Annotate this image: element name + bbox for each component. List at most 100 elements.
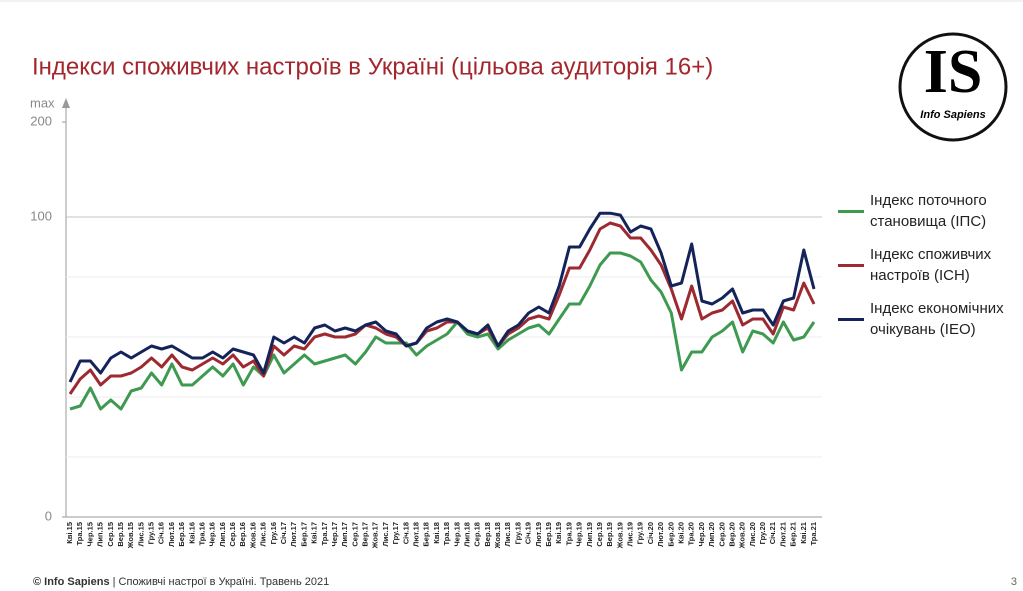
x-tick-label: Гру.16 — [269, 522, 278, 544]
x-tick-label: Сер.19 — [595, 522, 604, 547]
x-tick-label: Лют.19 — [534, 522, 543, 547]
x-tick-label: Кві.19 — [554, 522, 563, 544]
x-tick-label: Бер.21 — [789, 522, 798, 547]
x-tick-label: Лип.20 — [707, 522, 716, 547]
x-tick-label: Жов.19 — [615, 522, 624, 549]
x-tick-label: Лют.17 — [289, 522, 298, 547]
y-tick-label: 200 — [30, 113, 52, 128]
footer-text: Споживчі настрої в Україні. Травень 2021 — [118, 576, 330, 588]
x-tick-label: Жов.20 — [738, 522, 747, 549]
x-tick-label: Чер.15 — [85, 522, 94, 546]
footer-separator: | — [112, 576, 116, 588]
legend-swatch — [838, 263, 864, 267]
x-tick-label: Сер.18 — [473, 522, 482, 547]
logo-mark: IS — [924, 38, 983, 106]
x-tick-label: Січ.16 — [157, 522, 166, 544]
x-tick-label: Лис.19 — [626, 522, 635, 546]
x-tick-label: Вер.16 — [238, 522, 247, 547]
x-tick-label: Тра.21 — [809, 522, 818, 545]
x-tick-label: Тра.15 — [75, 522, 84, 545]
x-tick-label: Лис.16 — [259, 522, 268, 546]
x-tick-label: Сер.15 — [106, 522, 115, 547]
x-tick-label: Лис.17 — [381, 522, 390, 546]
x-tick-label: Сер.17 — [350, 522, 359, 547]
legend-entry: Індекс споживчих настроїв (ІСН) — [838, 244, 1005, 286]
legend-swatch — [838, 209, 864, 213]
x-tick-label: Лип.15 — [96, 522, 105, 547]
footer-brand: © Info Sapiens — [33, 576, 110, 588]
x-tick-label: Лип.19 — [585, 522, 594, 547]
axis-arrow — [62, 98, 70, 108]
x-tick-label: Гру.18 — [513, 522, 522, 544]
x-tick-label: Чер.16 — [208, 522, 217, 546]
x-tick-label: Гру.19 — [636, 522, 645, 544]
x-tick-label: Чер.18 — [452, 522, 461, 546]
x-tick-label: Сер.16 — [228, 522, 237, 547]
x-tick-label: Вер.20 — [727, 522, 736, 547]
x-tick-label: Вер.15 — [116, 522, 125, 547]
x-tick-label: Кві.18 — [432, 522, 441, 544]
x-tick-label: Кві.21 — [799, 522, 808, 544]
legend-entry: Індекс поточного становища (ІПС) — [838, 190, 1005, 232]
x-tick-label: Бер.18 — [422, 522, 431, 547]
legend-entry: Індекс економічних очікувань (ІЕО) — [838, 298, 1005, 340]
x-tick-label: Тра.17 — [320, 522, 329, 545]
x-tick-label: Гру.20 — [758, 522, 767, 544]
x-tick-label: Вер.19 — [605, 522, 614, 547]
x-tick-label: Кві.17 — [310, 522, 319, 544]
x-tick-label: Лют.16 — [167, 522, 176, 547]
x-tick-label: Вер.17 — [361, 522, 370, 547]
x-tick-label: Чер.19 — [575, 522, 584, 546]
x-tick-label: Кві.15 — [65, 522, 74, 544]
x-tick-label: Лип.18 — [462, 522, 471, 547]
x-tick-label: Вер.18 — [483, 522, 492, 547]
x-tick-label: Січ.21 — [768, 522, 777, 544]
x-tick-label: Жов.15 — [126, 522, 135, 549]
legend: Індекс поточного становища (ІПС) Індекс с… — [838, 190, 1005, 340]
x-tick-label: Січ.19 — [524, 522, 533, 544]
page-number: 3 — [1010, 576, 1017, 588]
x-tick-label: Тра.16 — [197, 522, 206, 545]
x-tick-label: Тра.20 — [687, 522, 696, 545]
x-tick-label: Бер.19 — [544, 522, 553, 547]
series-line — [68, 211, 816, 383]
footer: © Info Sapiens | Споживчі настрої в Укра… — [33, 576, 329, 588]
y-tick-label: 100 — [30, 208, 52, 223]
x-tick-label: Чер.17 — [330, 522, 339, 546]
x-tick-label: Сер.20 — [717, 522, 726, 547]
x-tick-label: Жов.18 — [493, 522, 502, 549]
legend-label: Індекс споживчих настроїв (ІСН) — [870, 246, 992, 284]
logo-name: Info Sapiens — [920, 109, 985, 121]
x-tick-label: Лис.15 — [136, 522, 145, 546]
chart-title: Індекси споживчих настроїв в Україні (ці… — [32, 53, 713, 80]
x-tick-label: Тра.19 — [564, 522, 573, 545]
x-tick-label: Січ.18 — [401, 522, 410, 544]
x-tick-label: Лис.20 — [748, 522, 757, 546]
x-tick-label: Жов.17 — [371, 522, 380, 549]
x-tick-label: Тра.18 — [442, 522, 451, 545]
x-tick-label: Гру.17 — [391, 522, 400, 544]
legend-label: Індекс поточного становища (ІПС) — [870, 192, 987, 230]
x-tick-label: Бер.16 — [177, 522, 186, 547]
logo-ring — [898, 32, 1008, 142]
x-tick-label: Січ.20 — [646, 522, 655, 544]
x-tick-label: Лют.21 — [778, 522, 787, 547]
x-tick-label: Бер.17 — [299, 522, 308, 547]
y-tick-label: 0 — [45, 508, 52, 523]
x-tick-label: Лип.16 — [218, 522, 227, 547]
x-tick-label: Кві.16 — [187, 522, 196, 544]
x-tick-label: Лют.20 — [656, 522, 665, 547]
x-tick-label: Жов.16 — [248, 522, 257, 549]
legend-swatch — [838, 317, 864, 321]
series-line — [68, 221, 816, 395]
x-tick-label: Лис.18 — [503, 522, 512, 546]
x-tick-label: Кві.20 — [676, 522, 685, 544]
y-max-label: max — [30, 95, 55, 110]
x-tick-label: Гру.15 — [147, 522, 156, 544]
series-line — [69, 251, 816, 411]
x-tick-label: Чер.20 — [697, 522, 706, 546]
legend-label: Індекс економічних очікувань (ІЕО) — [870, 300, 1004, 338]
x-tick-label: Бер.20 — [666, 522, 675, 547]
